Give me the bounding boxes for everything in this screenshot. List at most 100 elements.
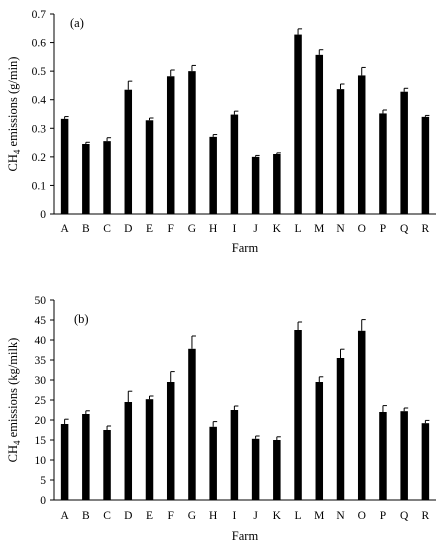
x-tick-label: Q — [400, 223, 409, 235]
x-tick-label: R — [422, 223, 430, 235]
bar-F — [166, 76, 175, 215]
x-axis-title: Farm — [232, 529, 259, 543]
y-tick-label: 25 — [35, 395, 47, 407]
x-tick-label: F — [168, 510, 174, 522]
y-tick-label: 10 — [35, 455, 47, 467]
bar-M — [315, 382, 324, 500]
bar-M — [315, 54, 324, 214]
bar-I — [230, 114, 239, 214]
bar-J — [251, 438, 260, 500]
x-tick-label: M — [314, 223, 324, 235]
x-tick-label: E — [146, 510, 153, 522]
y-axis-title-subscript: 4 — [12, 440, 22, 445]
bar-I — [230, 410, 239, 500]
x-tick-label: L — [295, 510, 302, 522]
bar-A — [60, 118, 69, 214]
bar-K — [273, 154, 281, 214]
bar-H — [209, 426, 217, 500]
bar-N — [336, 358, 345, 500]
y-tick-label: 15 — [35, 435, 47, 447]
x-tick-label: Q — [400, 510, 409, 522]
panel-label: (b) — [74, 312, 89, 326]
y-tick-label: 0.2 — [32, 152, 47, 164]
x-tick-label: N — [336, 510, 345, 522]
x-tick-label: I — [232, 510, 236, 522]
bar-G — [188, 71, 196, 215]
bar-L — [294, 34, 302, 215]
x-axis-title: Farm — [232, 241, 259, 255]
bar-R — [421, 116, 430, 214]
x-tick-label: C — [103, 223, 111, 235]
y-axis-title-subscript: 4 — [12, 149, 22, 154]
bar-R — [421, 423, 430, 500]
x-tick-label: P — [380, 510, 386, 522]
bar-H — [209, 136, 217, 214]
bar-A — [60, 424, 69, 500]
y-tick-label: 5 — [40, 475, 46, 487]
x-tick-label: F — [168, 223, 174, 235]
bar-N — [336, 89, 345, 214]
y-tick-label: 50 — [35, 295, 47, 307]
bar-P — [379, 113, 387, 214]
y-tick-label: 0 — [40, 209, 46, 221]
chart-panel-b: 0 5 10 15 20 25 30 35 40 45 50 A B C D E F G H I J K L M N O P Q R Fa… — [6, 295, 436, 543]
bar-K — [273, 440, 281, 500]
bar-O — [357, 75, 366, 214]
y-tick-label: 45 — [35, 315, 47, 327]
y-tick-label: 0.7 — [32, 9, 47, 21]
x-tick-label: E — [146, 223, 153, 235]
chart-panel-a: 0 0.1 0.2 0.3 0.4 0.5 0.6 0.7 A B C D E F G H I J K L M N O P Q R… — [6, 9, 436, 255]
x-tick-label: G — [188, 223, 196, 235]
bar-P — [379, 412, 387, 500]
x-tick-label: M — [314, 510, 324, 522]
bar-Q — [400, 411, 408, 500]
x-tick-label: J — [253, 510, 258, 522]
y-axis-title-main: CH — [6, 445, 20, 462]
y-tick-label: 0.1 — [32, 180, 47, 192]
y-tick-label: 30 — [35, 375, 47, 387]
bar-E — [145, 399, 154, 500]
bar-C — [103, 430, 111, 500]
bar-Q — [400, 91, 408, 214]
x-tick-label: N — [336, 223, 345, 235]
bar-C — [103, 141, 111, 214]
y-axis-title-rest: emissions (g/min) — [6, 57, 20, 150]
y-tick-label: 20 — [35, 415, 47, 427]
bar-G — [188, 348, 196, 500]
bar-B — [82, 414, 90, 500]
x-tick-label: O — [358, 223, 366, 235]
y-axis-title: CH4 emissions (g/min) — [6, 57, 22, 172]
x-tick-label: K — [273, 510, 282, 522]
x-tick-label: P — [380, 223, 386, 235]
bar-E — [145, 120, 154, 214]
bar-B — [82, 144, 90, 214]
x-tick-label: L — [295, 223, 302, 235]
x-tick-label: B — [82, 223, 90, 235]
x-tick-label: D — [124, 223, 132, 235]
bar-J — [251, 156, 260, 214]
x-tick-label: K — [273, 223, 282, 235]
bar-O — [357, 330, 366, 500]
x-tick-label: B — [82, 510, 90, 522]
y-tick-label: 0.3 — [32, 123, 47, 135]
bar-F — [166, 382, 175, 500]
x-tick-label: J — [253, 223, 258, 235]
x-tick-label: A — [60, 223, 69, 235]
y-tick-label: 0 — [40, 495, 46, 507]
x-tick-label: O — [358, 510, 366, 522]
bar-D — [124, 89, 133, 214]
bar-D — [124, 402, 133, 500]
y-tick-label: 40 — [35, 335, 47, 347]
y-tick-label: 0.4 — [32, 95, 47, 107]
x-tick-label: H — [209, 223, 217, 235]
x-tick-label: D — [124, 510, 132, 522]
x-tick-label: I — [232, 223, 236, 235]
panel-label: (a) — [70, 16, 84, 30]
x-tick-label: G — [188, 510, 196, 522]
x-tick-label: C — [103, 510, 111, 522]
y-axis-title: CH4 emissions (kg/milk) — [6, 338, 22, 463]
x-tick-label: A — [60, 510, 69, 522]
y-tick-label: 35 — [35, 355, 47, 367]
x-tick-label: H — [209, 510, 217, 522]
